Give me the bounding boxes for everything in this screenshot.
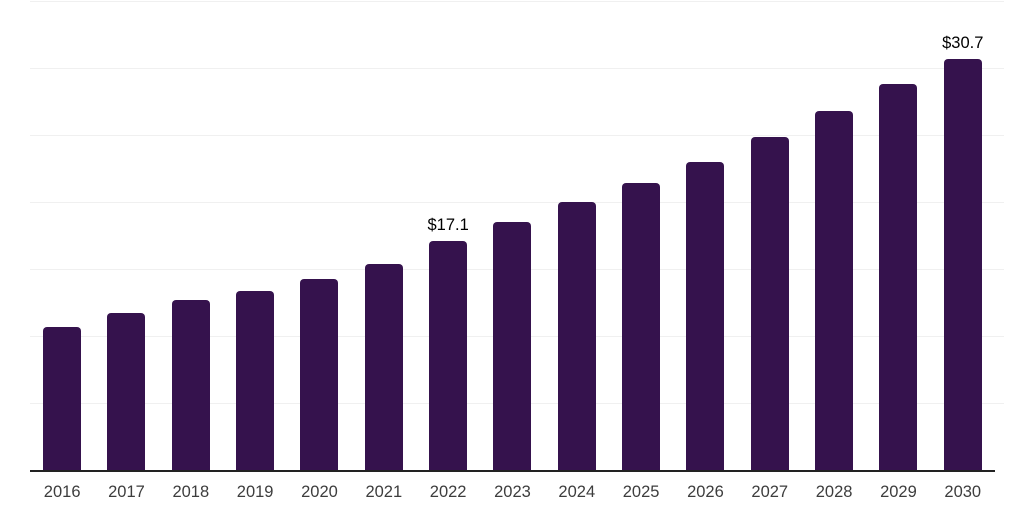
x-tick-label: 2029: [880, 483, 917, 501]
plot-area: $17.1 $30.7: [30, 0, 1004, 472]
x-tick-label: 2026: [687, 483, 724, 501]
bar-slot: [609, 0, 673, 470]
x-tick-label: 2025: [622, 483, 660, 501]
bar-slot: [738, 0, 802, 470]
x-tick-label: 2021: [365, 483, 403, 501]
bar-slot: [94, 0, 158, 470]
bar-2029: [879, 84, 918, 470]
x-tick-label: 2028: [815, 483, 853, 501]
bar-2016: [43, 326, 82, 470]
x-axis-labels: 2016 2017 2018 2019 2020 2021 2022 2023 2024 2025…: [30, 482, 995, 502]
gridline: [30, 68, 1004, 70]
bar-2026: [686, 162, 725, 470]
bar-2028: [815, 111, 854, 470]
bar-2019: [236, 290, 275, 470]
x-tick-label: 2018: [172, 483, 210, 501]
bar-slot: [545, 0, 609, 470]
x-tick-label: 2016: [43, 483, 81, 501]
bar-2025: [622, 183, 661, 470]
bar-2018: [171, 299, 210, 470]
gridline: [30, 202, 1004, 204]
x-tick-label: 2020: [301, 483, 338, 501]
bar-2022: [429, 241, 468, 470]
x-tick-label: 2022: [429, 483, 467, 501]
gridline: [30, 135, 1004, 137]
bars-row: $17.1 $30.7: [30, 0, 995, 470]
bar-2030: [943, 58, 982, 470]
bar-2021: [364, 263, 403, 470]
x-tick-label: 2023: [494, 483, 531, 501]
bar-2027: [750, 136, 789, 470]
bar-slot: [480, 0, 544, 470]
value-label-2022: $17.1: [427, 216, 469, 235]
value-label-2030: $30.7: [942, 33, 984, 52]
bar-slot: [159, 0, 223, 470]
x-tick-label: 2030: [944, 483, 982, 501]
bar-2024: [557, 202, 596, 470]
bar-slot: [223, 0, 287, 470]
bar-slot: [30, 0, 94, 470]
bar-2020: [300, 278, 339, 470]
bar-slot: [352, 0, 416, 470]
x-tick-label: 2027: [751, 483, 789, 501]
x-axis-line: [30, 470, 995, 472]
bar-2017: [107, 313, 146, 470]
bar-slot: $17.1: [416, 0, 480, 470]
bar-slot: [673, 0, 737, 470]
bar-slot: $30.7: [931, 0, 995, 470]
gridline: [30, 1, 1004, 3]
x-tick-label: 2024: [558, 483, 596, 501]
x-tick-label: 2019: [236, 483, 274, 501]
bar-slot: [866, 0, 930, 470]
bar-slot: [802, 0, 866, 470]
x-tick-label: 2017: [108, 483, 145, 501]
bar-2023: [493, 222, 532, 470]
bar-slot: [287, 0, 351, 470]
